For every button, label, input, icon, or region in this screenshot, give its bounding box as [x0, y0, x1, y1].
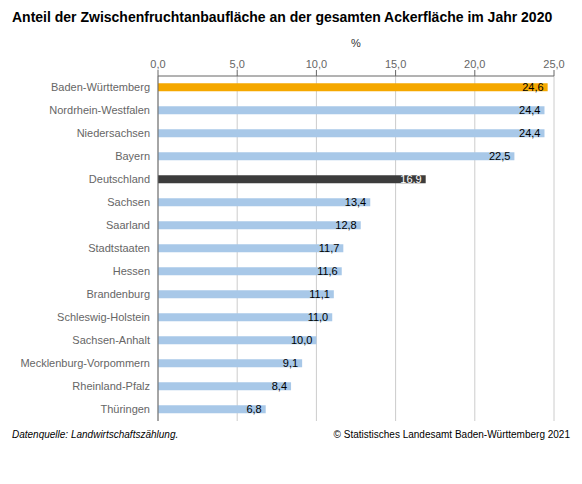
svg-text:0,0: 0,0: [150, 58, 165, 70]
svg-text:24,4: 24,4: [519, 104, 540, 116]
svg-text:8,4: 8,4: [272, 380, 287, 392]
svg-text:Rheinland-Pfalz: Rheinland-Pfalz: [72, 380, 150, 392]
svg-text:24,4: 24,4: [519, 127, 540, 139]
svg-text:15,0: 15,0: [385, 58, 406, 70]
svg-text:Stadtstaaten: Stadtstaaten: [88, 242, 150, 254]
svg-text:13,4: 13,4: [345, 196, 366, 208]
svg-text:Sachsen-Anhalt: Sachsen-Anhalt: [72, 334, 150, 346]
svg-text:5,0: 5,0: [230, 58, 245, 70]
svg-text:Sachsen: Sachsen: [107, 196, 150, 208]
svg-text:25,0: 25,0: [543, 58, 564, 70]
svg-text:Niedersachsen: Niedersachsen: [77, 127, 150, 139]
svg-text:11,0: 11,0: [308, 311, 329, 323]
svg-text:24,6: 24,6: [522, 81, 543, 93]
svg-text:11,1: 11,1: [309, 288, 330, 300]
svg-text:Bayern: Bayern: [115, 150, 150, 162]
svg-text:Hessen: Hessen: [113, 265, 150, 277]
svg-text:11,7: 11,7: [319, 242, 340, 254]
svg-text:Thüringen: Thüringen: [100, 403, 150, 415]
svg-text:Schleswig-Holstein: Schleswig-Holstein: [57, 311, 150, 323]
svg-text:6,8: 6,8: [246, 403, 261, 415]
svg-text:10,0: 10,0: [291, 334, 312, 346]
svg-text:Mecklenburg-Vorpommern: Mecklenburg-Vorpommern: [20, 357, 150, 369]
svg-text:Deutschland: Deutschland: [89, 173, 150, 185]
svg-text:11,6: 11,6: [317, 265, 338, 277]
svg-text:%: %: [351, 37, 361, 49]
html-text:Datenquelle: Landwirtschaftszä: Datenquelle: Landwirtschaftszählung.: [12, 429, 179, 440]
svg-text:Baden-Württemberg: Baden-Württemberg: [51, 81, 150, 93]
svg-text:20,0: 20,0: [464, 58, 485, 70]
svg-text:16,9: 16,9: [400, 173, 421, 185]
svg-text:22,5: 22,5: [489, 150, 510, 162]
html-text:© Statistisches Landesamt Bade: © Statistisches Landesamt Baden-Württemb…: [333, 429, 570, 440]
svg-text:Saarland: Saarland: [106, 219, 150, 231]
svg-text:Brandenburg: Brandenburg: [86, 288, 150, 300]
svg-text:10,0: 10,0: [306, 58, 327, 70]
html-text:Anteil der Zwischenfruchtanbau: Anteil der Zwischenfruchtanbaufläche an …: [12, 9, 553, 25]
svg-text:Nordrhein-Westfalen: Nordrhein-Westfalen: [49, 104, 150, 116]
svg-text:12,8: 12,8: [335, 219, 356, 231]
svg-text:9,1: 9,1: [283, 357, 298, 369]
